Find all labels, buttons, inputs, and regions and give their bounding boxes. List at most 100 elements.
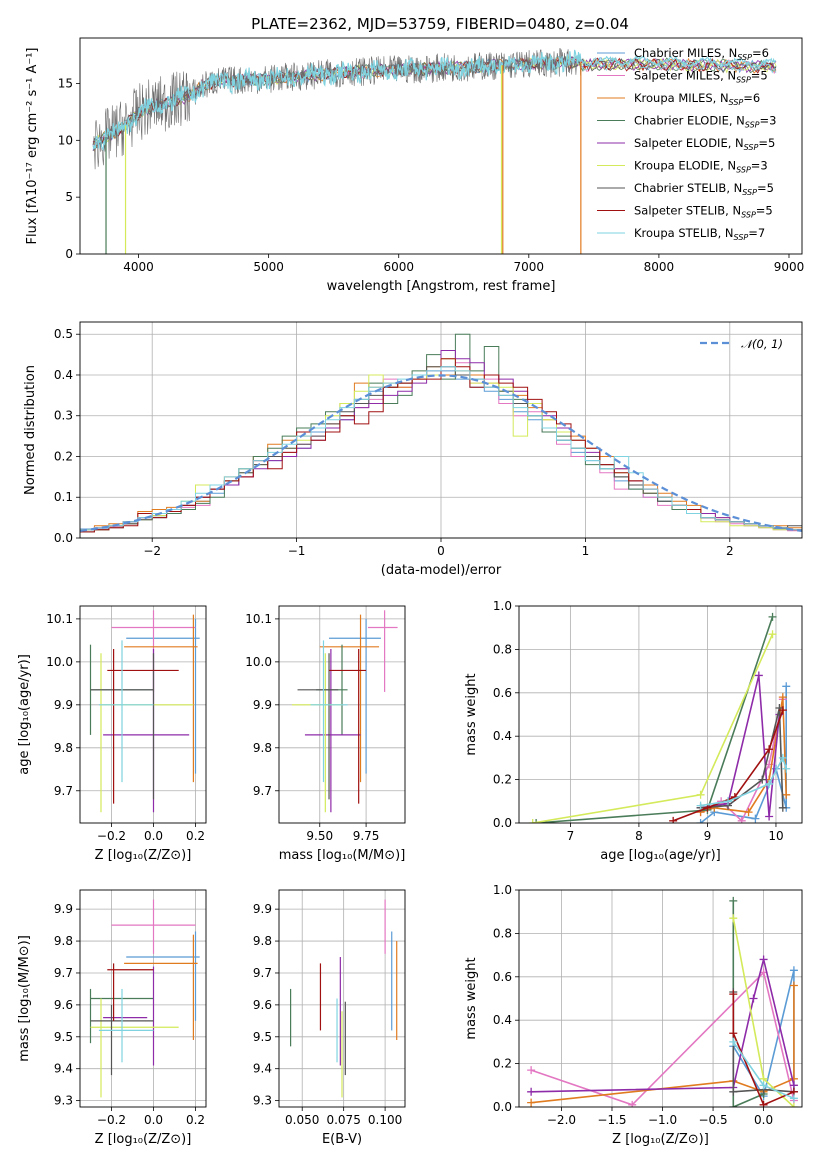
weight-marker	[696, 819, 705, 823]
weight-marker	[729, 990, 738, 999]
x-axis-label: wavelength [Angstrom, rest frame]	[327, 279, 556, 294]
legend-suffix: =6	[743, 91, 760, 105]
weight-marker	[782, 790, 791, 799]
legend-label: Chabrier ELODIE, N	[634, 114, 745, 128]
weight-marker	[765, 812, 774, 821]
weight-marker	[778, 753, 787, 762]
legend-subscript: SSP	[744, 143, 759, 152]
legend-subscript: SSP	[736, 76, 751, 85]
model-spectrum-line	[92, 49, 777, 152]
weight-line	[530, 970, 795, 1106]
legend-entry: Salpeter MILES, NSSP=5	[634, 69, 768, 85]
y-tick-label: 9.9	[253, 698, 272, 712]
age-vs-mass-panel: 9.50 9.75 9.7 9.8 9.9 10.0 10.1 mass [log₁₀(M/M…	[245, 605, 406, 863]
weight-marker	[744, 808, 753, 817]
weight-marker	[729, 1087, 738, 1096]
x-tick-label: 6000	[383, 260, 414, 274]
axes-frame	[518, 605, 803, 824]
x-tick-label: −0.2	[97, 1113, 126, 1127]
y-axis-label: mass [log₁₀(M/M⊙)]	[17, 935, 32, 1062]
y-tick-label: 9.8	[253, 741, 272, 755]
y-tick-label: 0.5	[54, 327, 73, 341]
y-tick-label: 9.6	[253, 998, 272, 1012]
axes-frame	[79, 605, 207, 824]
weight-marker	[751, 814, 760, 823]
y-tick-label: 9.7	[54, 784, 73, 798]
weight-line	[536, 616, 774, 823]
y-tick-label: 9.8	[54, 741, 73, 755]
y-tick-label: 5	[65, 190, 73, 204]
legend-subscript: SSP	[729, 98, 744, 107]
x-axis-label: mass [log₁₀(M/M⊙)]	[279, 848, 406, 863]
y-tick-label: 9.3	[54, 1094, 73, 1108]
x-axis-label: Z [log₁₀(Z/Z⊙)]	[95, 1132, 192, 1147]
x-tick-label: −1	[288, 544, 306, 558]
weight-marker	[527, 1098, 536, 1107]
y-axis-label: Normed distribution	[23, 365, 38, 495]
weight-marker	[759, 955, 768, 964]
error-bars	[89, 610, 200, 813]
y-tick-label: 0.0	[54, 531, 73, 545]
y-tick-label: 0.4	[493, 729, 512, 743]
y-tick-label: 9.5	[253, 1030, 272, 1044]
legend-label: Salpeter MILES, N	[634, 69, 736, 83]
y-tick-label: 0.8	[493, 642, 512, 656]
histogram-steps	[80, 333, 802, 533]
y-tick-label: 9.9	[54, 902, 73, 916]
x-tick-label: 0.2	[186, 829, 205, 843]
x-tick-label: 9.50	[306, 829, 333, 843]
y-tick-label: 9.3	[253, 1094, 272, 1108]
x-tick-label: 7	[567, 829, 575, 843]
y-axis-label: age [log₁₀(age/yr)]	[17, 654, 32, 775]
x-tick-label: −2.0	[547, 1113, 576, 1127]
weight-marker	[778, 706, 787, 715]
weight-marker	[782, 682, 791, 691]
weight-marker	[778, 803, 787, 812]
y-axis-label: mass weight	[464, 673, 479, 755]
x-tick-label: 0.0	[144, 829, 163, 843]
y-tick-label: 9.4	[253, 1062, 272, 1076]
y-tick-label: 10	[58, 133, 73, 147]
mass-vs-extinction-panel: 0.050 0.075 0.100 9.3 9.4 9.5 9.6 9.7 9.8 9.9 E(B-…	[253, 889, 406, 1147]
weight-marker	[729, 914, 738, 923]
y-tick-label: 15	[58, 76, 73, 90]
y-tick-label: 0.6	[493, 970, 512, 984]
x-tick-label: 0.050	[285, 1113, 319, 1127]
weight-marker	[768, 630, 777, 639]
y-tick-label: 0.3	[54, 409, 73, 423]
x-axis-label: (data-model)/error	[381, 563, 502, 578]
x-tick-label: 0.100	[368, 1113, 402, 1127]
x-tick-label: 5000	[253, 260, 284, 274]
x-tick-label: 8	[635, 829, 643, 843]
y-tick-label: 10.0	[245, 655, 272, 669]
x-tick-label: 10	[768, 829, 783, 843]
legend-label: Chabrier STELIB, N	[634, 181, 742, 195]
legend-label: Kroupa STELIB, N	[634, 226, 734, 240]
weight-marker	[759, 1100, 768, 1107]
weight-marker	[669, 816, 678, 823]
x-tick-label: 4000	[123, 260, 154, 274]
y-tick-label: 9.8	[54, 934, 73, 948]
weight-marker	[778, 693, 787, 702]
x-axis-label: Z [log₁₀(Z/Z⊙)]	[95, 848, 192, 863]
legend-entry: Kroupa MILES, NSSP=6	[634, 91, 760, 107]
legend-subscript: SSP	[736, 166, 751, 175]
weight-marker	[789, 1094, 798, 1103]
legend-suffix: =3	[760, 114, 777, 128]
y-axis-label: mass weight	[464, 957, 479, 1039]
x-tick-label: 0.0	[144, 1113, 163, 1127]
y-tick-label: 9.8	[253, 934, 272, 948]
legend-entry: Chabrier MILES, NSSP=6	[634, 46, 769, 62]
x-axis-label: Z [log₁₀(Z/Z⊙)]	[612, 1132, 709, 1147]
y-tick-label: 0	[65, 247, 73, 261]
y-tick-label: 9.9	[253, 902, 272, 916]
histogram-step-line	[80, 366, 802, 531]
legend-suffix: =5	[751, 69, 768, 83]
weight-marker	[729, 1029, 738, 1038]
x-tick-label: 0.0	[754, 1113, 773, 1127]
weight-marker	[737, 816, 746, 823]
legend-label: Kroupa MILES, N	[634, 91, 729, 105]
y-tick-label: 9.5	[54, 1030, 73, 1044]
weight-marker	[758, 775, 767, 784]
